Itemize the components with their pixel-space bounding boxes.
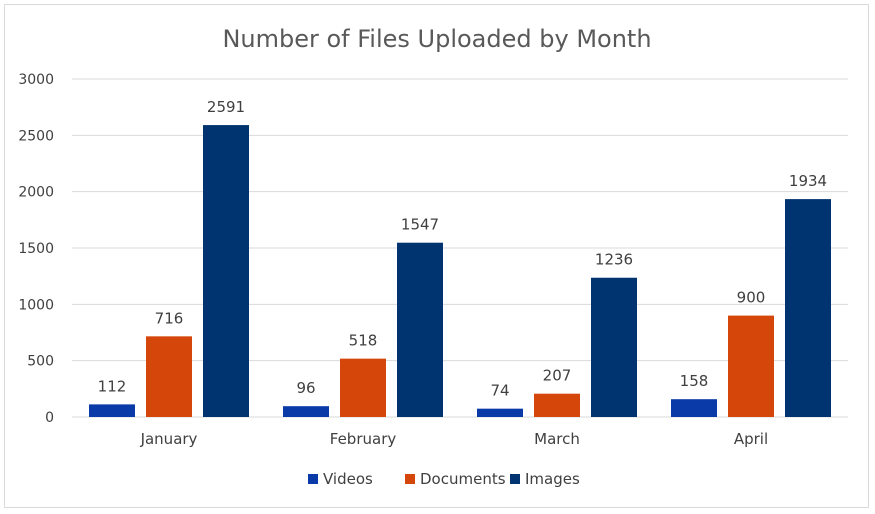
gridlines bbox=[72, 78, 848, 418]
x-category-label: April bbox=[734, 430, 768, 448]
bar-images-april bbox=[785, 199, 831, 417]
legend: Videos Documents Images bbox=[308, 470, 580, 488]
data-label: 518 bbox=[349, 332, 378, 350]
legend-label-documents: Documents bbox=[420, 470, 506, 488]
x-category-label: January bbox=[140, 430, 198, 448]
bar-documents-february bbox=[340, 358, 386, 417]
y-tick-label: 1500 bbox=[18, 241, 54, 257]
bar-videos-april bbox=[671, 399, 717, 417]
x-axis-categories: January February March April bbox=[140, 430, 769, 448]
y-tick-label: 3000 bbox=[18, 72, 54, 88]
data-label: 158 bbox=[680, 372, 709, 390]
legend-swatch-images bbox=[510, 474, 520, 484]
bars bbox=[89, 125, 831, 418]
bar-documents-january bbox=[146, 336, 192, 417]
data-labels: 112 716 2591 96 518 1547 74 207 1236 158 900 1934 bbox=[98, 98, 827, 400]
data-label: 1547 bbox=[401, 216, 439, 234]
data-label: 74 bbox=[490, 382, 509, 400]
y-tick-label: 0 bbox=[45, 410, 54, 426]
y-tick-label: 2000 bbox=[18, 185, 54, 201]
legend-swatch-documents bbox=[405, 474, 415, 484]
data-label: 207 bbox=[543, 367, 572, 385]
data-label: 900 bbox=[737, 289, 766, 307]
bar-images-january bbox=[203, 125, 249, 418]
bar-videos-february bbox=[283, 406, 329, 417]
chart-title: Number of Files Uploaded by Month bbox=[222, 25, 651, 53]
bar-documents-april bbox=[728, 315, 774, 417]
x-category-label: February bbox=[330, 430, 397, 448]
legend-label-videos: Videos bbox=[323, 470, 373, 488]
data-label: 1934 bbox=[789, 172, 827, 190]
data-label: 96 bbox=[296, 379, 315, 397]
x-category-label: March bbox=[534, 430, 580, 448]
bar-videos-january bbox=[89, 404, 135, 417]
bar-images-march bbox=[591, 277, 637, 417]
y-tick-label: 500 bbox=[27, 354, 54, 370]
legend-label-images: Images bbox=[525, 470, 580, 488]
y-tick-label: 2500 bbox=[18, 128, 54, 144]
bar-images-february bbox=[397, 242, 443, 417]
data-label: 2591 bbox=[207, 98, 245, 116]
data-label: 112 bbox=[98, 377, 127, 395]
y-tick-label: 1000 bbox=[18, 297, 54, 313]
legend-swatch-videos bbox=[308, 474, 318, 484]
data-label: 716 bbox=[155, 309, 184, 327]
y-axis-ticks: 0 500 1000 1500 2000 2500 3000 bbox=[18, 72, 54, 426]
data-label: 1236 bbox=[595, 251, 633, 269]
bar-videos-march bbox=[477, 408, 523, 417]
bar-documents-march bbox=[534, 393, 580, 417]
